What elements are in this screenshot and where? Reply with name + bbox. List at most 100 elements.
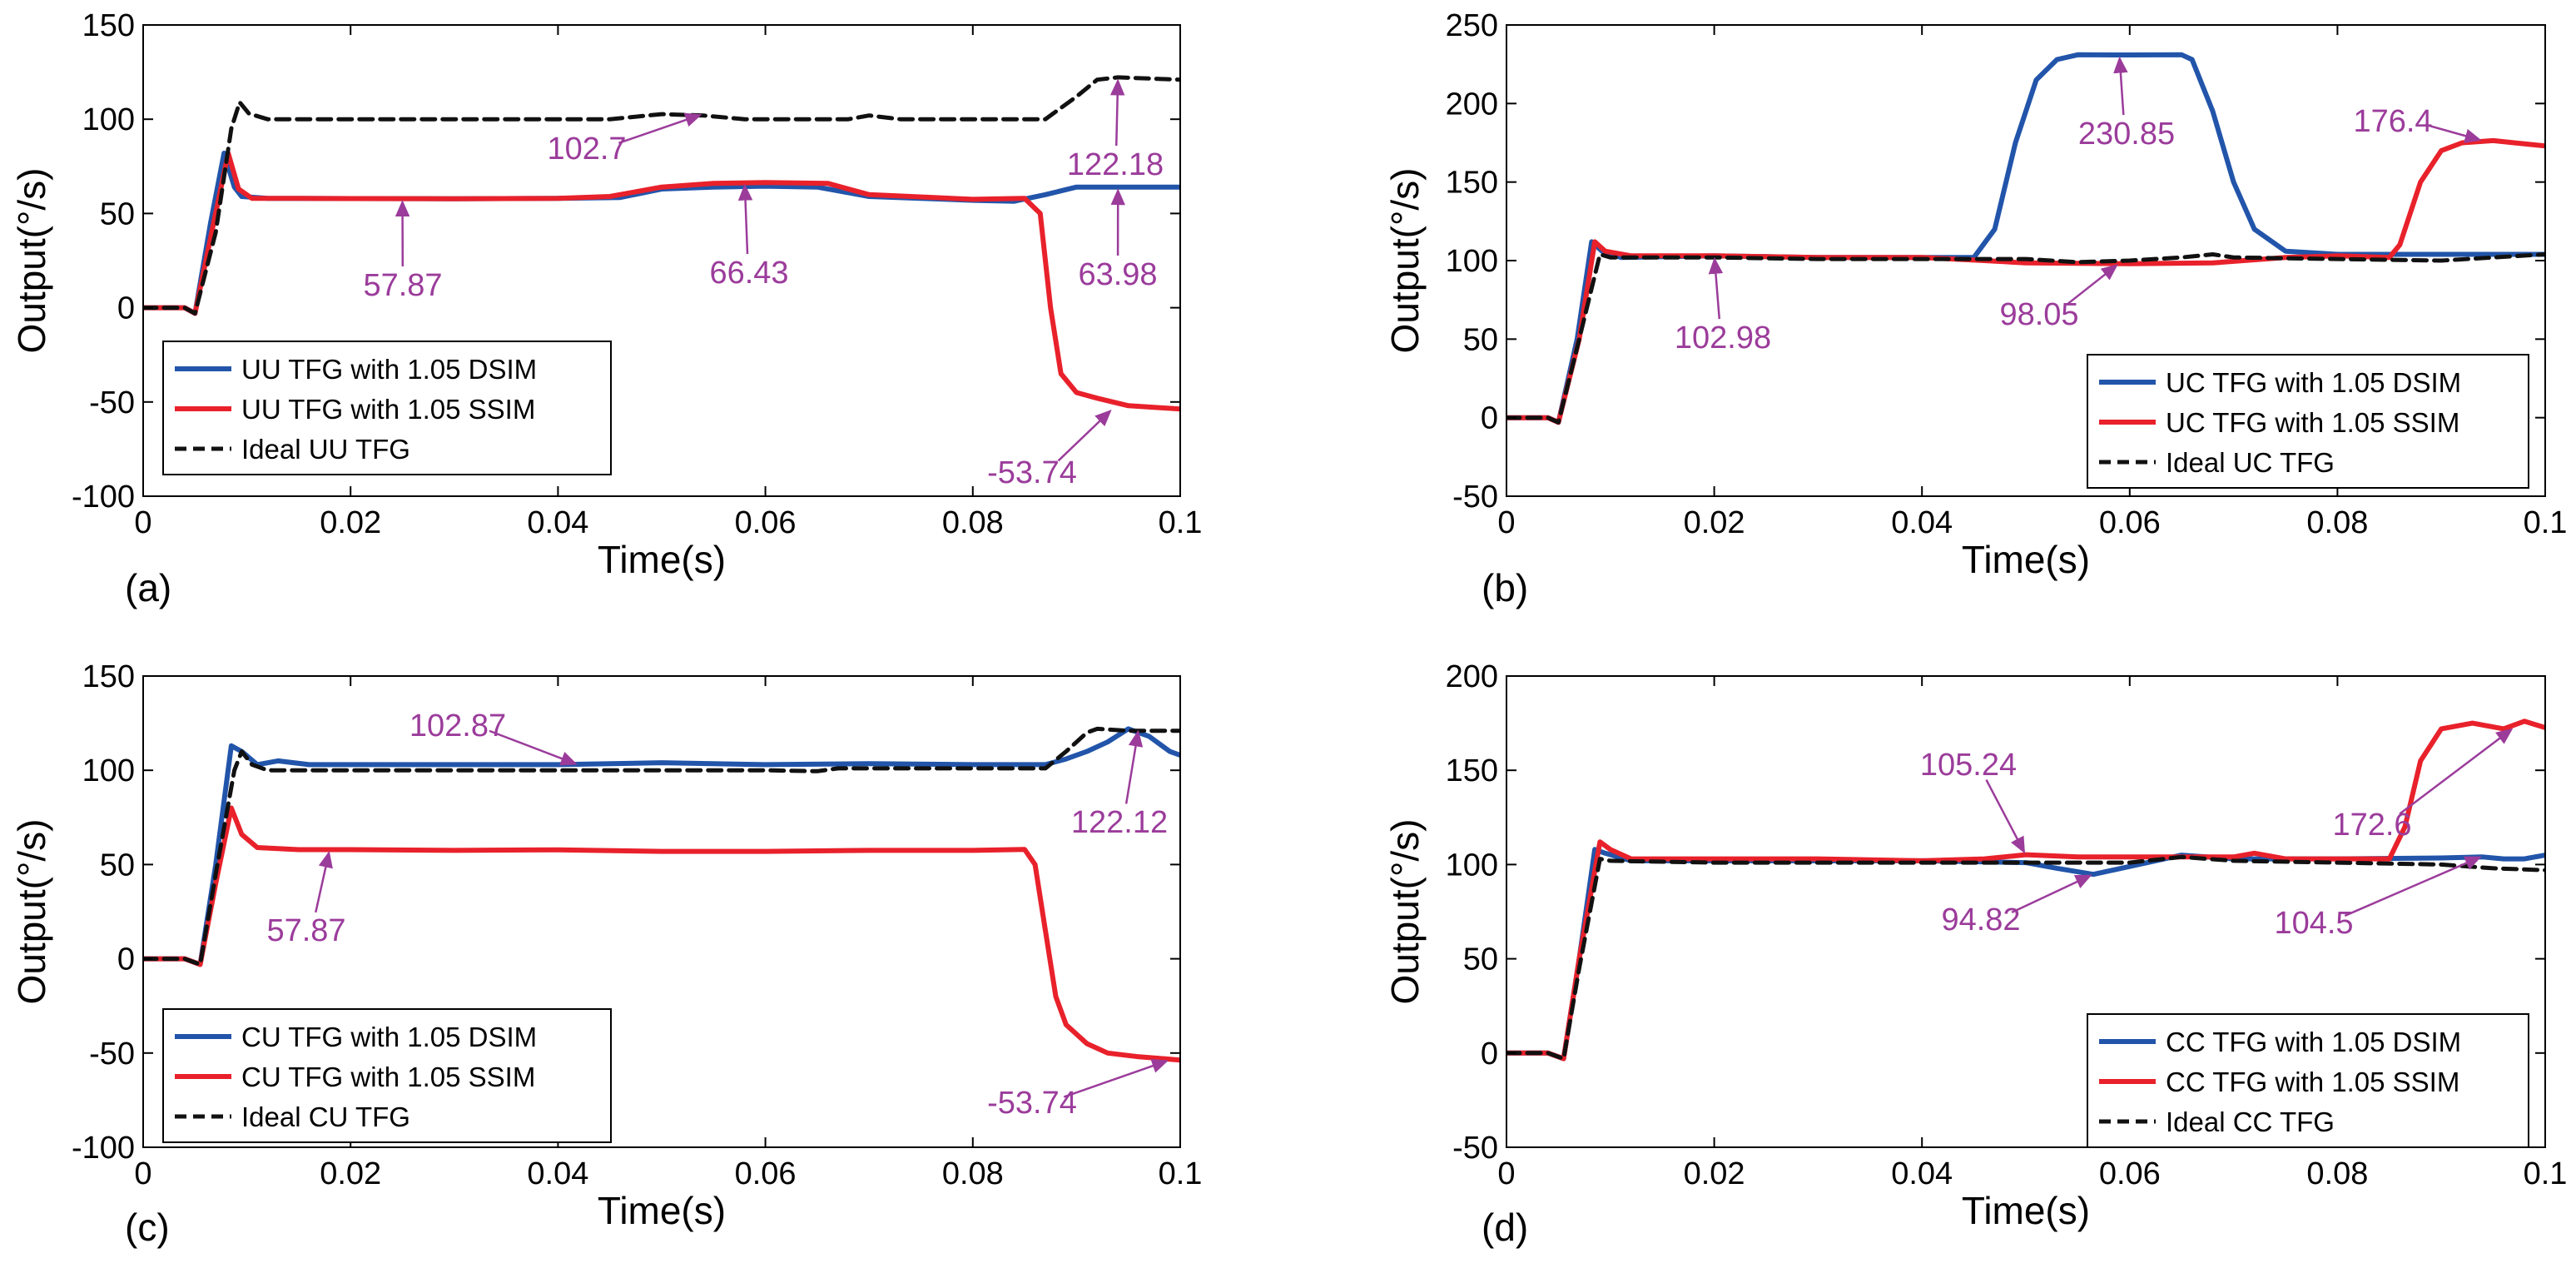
series-line-ideal bbox=[143, 75, 1180, 316]
x-tick-label: 0.1 bbox=[2524, 1156, 2568, 1191]
legend-entry-dsim: UC TFG with 1.05 DSIM bbox=[2166, 367, 2461, 398]
x-tick-label: 0.1 bbox=[1159, 505, 1203, 540]
annotation-label: 63.98 bbox=[1078, 257, 1157, 292]
x-tick-label: 0.02 bbox=[1684, 505, 1745, 540]
y-tick-label: -50 bbox=[1452, 1131, 1498, 1166]
annotation-label: 230.85 bbox=[2078, 117, 2175, 152]
annotation-label: -53.74 bbox=[987, 455, 1077, 490]
legend-entry-dsim: CU TFG with 1.05 DSIM bbox=[241, 1022, 537, 1052]
x-tick-label: 0.02 bbox=[320, 505, 381, 540]
panel-label: (d) bbox=[1482, 1206, 1528, 1249]
annotation-arrow bbox=[2425, 123, 2482, 143]
annotation-arrow bbox=[1708, 256, 1724, 320]
y-axis-label: Output(°/s) bbox=[1383, 168, 1427, 354]
y-tick-label: 100 bbox=[1446, 848, 1498, 883]
series-line-ideal bbox=[143, 726, 1180, 967]
x-tick-label: 0.06 bbox=[2099, 1156, 2161, 1191]
y-tick-label: 100 bbox=[1446, 244, 1498, 279]
panel-label: (a) bbox=[125, 566, 171, 609]
y-tick-label: -100 bbox=[72, 480, 135, 515]
legend-entry-ssim: CC TFG with 1.05 SSIM bbox=[2166, 1067, 2459, 1097]
y-tick-label: -100 bbox=[72, 1131, 135, 1166]
x-tick-label: 0.1 bbox=[2524, 505, 2568, 540]
x-tick-label: 0.08 bbox=[2306, 1156, 2368, 1191]
annotation-arrow bbox=[2399, 728, 2514, 815]
y-tick-label: 100 bbox=[82, 102, 135, 137]
x-tick-label: 0.04 bbox=[527, 505, 588, 540]
x-tick-label: 0.04 bbox=[1891, 1156, 1953, 1191]
annotation-label: 57.87 bbox=[363, 268, 442, 303]
series-line-ssim bbox=[143, 151, 1180, 412]
legend-entry-ideal: Ideal CU TFG bbox=[241, 1101, 410, 1132]
annotation-label: 102.98 bbox=[1675, 321, 1771, 356]
annotation-arrow bbox=[489, 729, 578, 766]
y-tick-label: 0 bbox=[117, 942, 135, 977]
series-line-dsim bbox=[143, 151, 1180, 316]
chart-panel-c: 0 0.02 0.04 0.06 0.08 0.1 -100 -50 0 50 100 150 Time… bbox=[10, 659, 1202, 1249]
annotation-arrow bbox=[1124, 729, 1144, 804]
legend-entry-ideal: Ideal UC TFG bbox=[2166, 447, 2335, 478]
x-tick-label: 0 bbox=[134, 505, 151, 540]
legend-entry-ideal: Ideal UU TFG bbox=[241, 434, 410, 465]
legend-entry-ssim: UC TFG with 1.05 SSIM bbox=[2166, 407, 2459, 438]
y-tick-label: -50 bbox=[89, 1037, 135, 1072]
y-tick-label: -50 bbox=[1452, 480, 1498, 515]
y-tick-label: 150 bbox=[82, 8, 135, 43]
x-tick-label: 0.08 bbox=[942, 505, 1004, 540]
legend: CU TFG with 1.05 DSIM CU TFG with 1.05 SS… bbox=[162, 1008, 612, 1143]
plot-frame bbox=[1506, 675, 2546, 1148]
chart-panel-a: 0 0.02 0.04 0.06 0.08 0.1 -100 -50 0 50 100 150 Time… bbox=[10, 8, 1202, 609]
x-tick-label: 0.02 bbox=[1684, 1156, 1745, 1191]
legend-entry-dsim: UU TFG with 1.05 DSIM bbox=[241, 354, 537, 385]
annotation-arrow bbox=[315, 850, 333, 913]
x-tick-label: 0.06 bbox=[2099, 505, 2161, 540]
series-line-ssim bbox=[1506, 719, 2545, 1062]
series-line-ideal bbox=[1506, 252, 2545, 425]
annotation-arrow bbox=[1057, 409, 1112, 462]
annotation-arrow bbox=[1063, 1058, 1169, 1098]
legend-entry-ssim: CU TFG with 1.05 SSIM bbox=[241, 1062, 535, 1092]
panel-label: (c) bbox=[125, 1206, 170, 1249]
chart-panel-d: 0 0.02 0.04 0.06 0.08 0.1-50050100150200Time(… bbox=[1383, 659, 2567, 1249]
y-tick-label: 0 bbox=[1481, 401, 1498, 436]
legend: CC TFG with 1.05 DSIM CC TFG with 1.05 SS… bbox=[2087, 1013, 2529, 1148]
x-tick-label: 0.08 bbox=[942, 1156, 1004, 1191]
series-line-ssim bbox=[1506, 137, 2545, 425]
annotation-label: 66.43 bbox=[709, 256, 788, 291]
annotation-arrow bbox=[2344, 856, 2482, 917]
y-tick-label: 250 bbox=[1446, 8, 1498, 43]
y-tick-label: 0 bbox=[117, 291, 135, 326]
annotation-label: 98.05 bbox=[1999, 297, 2078, 332]
annotation-label: 57.87 bbox=[266, 913, 345, 948]
x-tick-label: 0.1 bbox=[1159, 1156, 1203, 1191]
annotation-arrow bbox=[618, 112, 702, 145]
x-tick-label: 0.08 bbox=[2306, 505, 2368, 540]
x-tick-label: 0.04 bbox=[527, 1156, 588, 1191]
series-line-ideal bbox=[1506, 854, 2545, 1062]
x-axis-label: Time(s) bbox=[598, 538, 726, 581]
annotation-label: 122.18 bbox=[1067, 147, 1164, 182]
annotation-label: 176.4 bbox=[2353, 104, 2432, 139]
legend-box bbox=[162, 1008, 612, 1143]
x-tick-label: 0.06 bbox=[735, 1156, 797, 1191]
y-axis-label: Output(°/s) bbox=[1383, 819, 1427, 1005]
y-axis-label: Output(°/s) bbox=[10, 819, 53, 1005]
y-tick-label: 50 bbox=[1463, 322, 1498, 357]
annotation-arrow bbox=[737, 183, 753, 255]
y-tick-label: 150 bbox=[82, 659, 135, 694]
y-tick-label: 50 bbox=[1463, 942, 1498, 977]
legend-box bbox=[2087, 354, 2529, 489]
plot-frame bbox=[142, 24, 1181, 497]
legend-box bbox=[2087, 1013, 2529, 1148]
legend-entry-dsim: CC TFG with 1.05 DSIM bbox=[2166, 1027, 2461, 1057]
y-axis-label: Output(°/s) bbox=[10, 168, 53, 354]
annotation-label: 94.82 bbox=[1941, 902, 2020, 937]
series-line-dsim bbox=[143, 726, 1180, 967]
y-tick-label: 150 bbox=[1446, 753, 1498, 788]
y-tick-label: 100 bbox=[82, 753, 135, 788]
legend: UU TFG with 1.05 DSIM UU TFG with 1.05 SS… bbox=[162, 341, 612, 475]
legend-box bbox=[162, 341, 612, 475]
y-tick-label: 50 bbox=[100, 848, 135, 883]
plot-frame bbox=[142, 675, 1181, 1148]
legend-entry-ssim: UU TFG with 1.05 SSIM bbox=[241, 394, 535, 425]
